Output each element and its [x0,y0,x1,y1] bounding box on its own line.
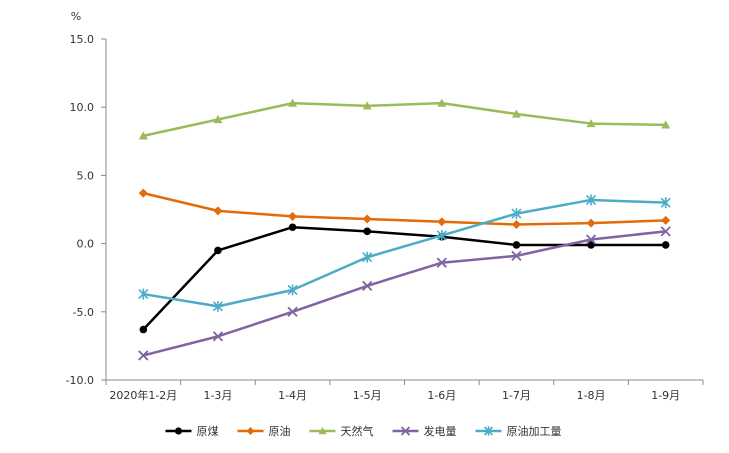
data-point [511,208,522,219]
data-point [288,98,298,107]
data-point [436,257,447,268]
data-point [511,109,521,118]
y-tick-label: -10.0 [66,374,94,387]
legend-marker [400,426,411,436]
data-point [585,194,597,206]
data-point [660,226,671,237]
data-point [212,300,224,312]
data-point [437,98,447,107]
legend-marker [174,427,183,435]
data-point [511,220,521,230]
data-point [363,227,371,236]
data-point [585,234,597,245]
data-point [362,280,373,292]
data-point [511,250,522,262]
series-天然气 [138,98,671,140]
x-tick-label: 1-4月 [278,389,307,402]
data-point [587,241,595,249]
series-line [143,191,666,226]
series-发电量 [138,226,671,361]
x-tick-label: 2020年1-2月 [109,388,177,402]
data-point [138,131,148,140]
y-tick-label: 5.0 [77,169,95,182]
data-point [362,101,372,110]
data-point [586,218,596,228]
series-原油加工量 [138,194,671,312]
legend-item: 发电量 [392,424,457,438]
data-point [138,288,149,300]
legend-marker [483,426,494,436]
legend-label: 天然气 [341,424,374,438]
y-tick-label: 0.0 [77,238,95,251]
y-tick-label: 15.0 [70,33,95,46]
data-point [661,120,671,129]
legend-label: 原煤 [197,425,219,438]
y-axis-unit-label: % [71,10,81,23]
chart-axes: 15.0 10.0 5.0 0.0 -5.0 -10.0 2020年1-2月 1-3月 1-4月… [66,33,704,402]
x-tick-label: 1-3月 [203,389,232,402]
legend-marker [318,427,327,435]
data-point [362,251,373,263]
series-line [143,101,666,138]
chart-plot-area [138,98,671,361]
series-line [142,225,666,331]
data-point [288,211,298,221]
data-point [437,217,447,227]
x-tick-label: 1-7月 [502,389,531,402]
legend-label: 发电量 [424,424,457,438]
legend-item: 原煤 [165,425,219,438]
data-point [138,350,149,361]
legend-item: 原油 [237,424,291,438]
x-tick-label: 1-9月 [651,389,680,402]
data-point [512,241,521,249]
data-point [212,331,224,342]
x-tick-label: 1-5月 [353,389,382,402]
x-tick-label: 1-6月 [427,389,456,402]
y-tick-label: 10.0 [70,101,95,114]
y-tick-label: -5.0 [73,306,94,319]
data-point [288,223,297,232]
data-point [362,214,372,224]
legend-marker [246,427,255,435]
data-point [661,215,671,225]
data-point [287,284,298,296]
legend-label: 原油加工量 [507,424,562,438]
data-point [287,306,298,317]
data-point [213,114,223,124]
data-point [436,230,447,241]
data-point [139,325,148,334]
legend-item: 原油加工量 [475,424,562,438]
legend-label: 原油 [269,424,291,438]
data-point [586,119,596,128]
data-point [214,246,222,255]
x-tick-label: 1-8月 [577,389,606,402]
series-line [143,198,666,308]
legend-item: 天然气 [309,424,374,438]
series-line [143,230,666,357]
data-point [661,241,670,249]
series-原煤 [139,223,670,334]
series-原油 [138,188,671,230]
chart-legend: 原煤 原油 天然气 发电量 原油加工量 [165,424,562,438]
data-point [213,206,223,216]
data-point [660,197,671,209]
data-point [138,188,148,198]
